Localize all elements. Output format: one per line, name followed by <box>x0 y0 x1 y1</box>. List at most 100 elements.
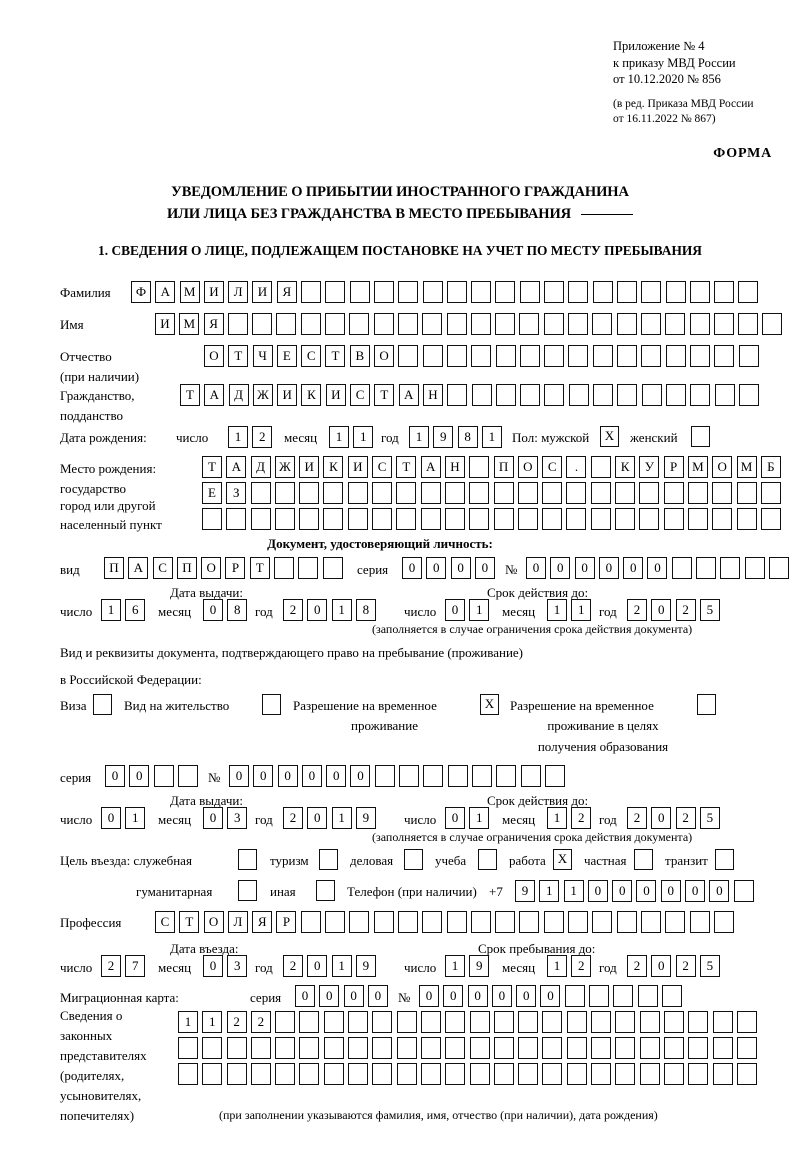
char-cell[interactable] <box>663 508 684 530</box>
char-cell[interactable]: М <box>179 281 200 303</box>
checkbox-purpose-tourism[interactable] <box>319 849 338 870</box>
char-cell[interactable] <box>690 384 711 406</box>
char-cell[interactable] <box>250 482 271 504</box>
char-cell[interactable]: П <box>104 557 124 579</box>
checkbox-purpose-service[interactable] <box>238 849 257 870</box>
char-cell[interactable] <box>615 1011 636 1033</box>
char-cell[interactable]: 9 <box>355 807 376 829</box>
char-cell[interactable] <box>325 313 346 335</box>
char-cell[interactable] <box>398 345 419 367</box>
char-cell[interactable] <box>542 482 563 504</box>
char-cell[interactable] <box>671 557 692 579</box>
char-cell[interactable] <box>640 911 661 933</box>
char-cell[interactable] <box>564 985 585 1007</box>
char-cell[interactable] <box>590 508 611 530</box>
char-cell[interactable]: А <box>128 557 149 579</box>
char-cell[interactable] <box>520 384 541 406</box>
char-cell[interactable] <box>714 281 735 303</box>
char-cell[interactable]: К <box>301 384 322 406</box>
checkbox-purpose-business[interactable] <box>404 849 423 870</box>
char-cell[interactable] <box>397 911 418 933</box>
char-cell[interactable] <box>592 345 613 367</box>
char-cell[interactable] <box>663 1011 684 1033</box>
char-cell[interactable]: 0 <box>540 985 561 1007</box>
char-cell[interactable]: 0 <box>612 880 633 902</box>
char-cell[interactable]: И <box>252 281 273 303</box>
char-cell[interactable]: С <box>155 911 175 933</box>
char-cell[interactable] <box>592 281 613 303</box>
char-cell[interactable]: 2 <box>571 807 592 829</box>
char-cell[interactable]: Д <box>250 456 271 478</box>
char-cell[interactable] <box>495 313 516 335</box>
char-cell[interactable]: 1 <box>353 426 374 448</box>
char-cell[interactable] <box>495 345 516 367</box>
char-cell[interactable] <box>275 1037 296 1059</box>
char-cell[interactable] <box>687 482 708 504</box>
char-cell[interactable] <box>177 765 198 787</box>
char-cell[interactable]: Л <box>227 911 248 933</box>
char-cell[interactable] <box>617 345 638 367</box>
char-cell[interactable] <box>518 1011 539 1033</box>
char-cell[interactable] <box>493 1063 514 1085</box>
char-cell[interactable] <box>323 1011 344 1033</box>
char-cell[interactable] <box>470 911 491 933</box>
char-cell[interactable] <box>469 482 490 504</box>
char-cell[interactable]: А <box>398 384 419 406</box>
char-cell[interactable]: И <box>155 313 175 335</box>
char-cell[interactable] <box>519 313 540 335</box>
char-cell[interactable] <box>590 482 611 504</box>
char-cell[interactable] <box>713 313 734 335</box>
char-cell[interactable]: 0 <box>229 765 249 787</box>
char-cell[interactable] <box>325 911 346 933</box>
char-cell[interactable] <box>665 911 686 933</box>
char-cell[interactable]: 0 <box>301 765 322 787</box>
char-cell[interactable] <box>374 765 395 787</box>
char-cell[interactable]: 2 <box>675 955 696 977</box>
char-cell[interactable]: 0 <box>105 765 125 787</box>
char-cell[interactable]: Р <box>663 456 684 478</box>
char-cell[interactable] <box>687 508 708 530</box>
char-cell[interactable]: Т <box>179 911 200 933</box>
char-cell[interactable]: 1 <box>125 807 146 829</box>
checkbox-purpose-other[interactable] <box>316 880 335 901</box>
char-cell[interactable] <box>227 313 248 335</box>
char-cell[interactable] <box>543 911 564 933</box>
char-cell[interactable]: 8 <box>227 599 248 621</box>
char-cell[interactable] <box>762 313 783 335</box>
char-cell[interactable]: М <box>179 313 200 335</box>
char-cell[interactable]: К <box>615 456 636 478</box>
char-cell[interactable] <box>469 1011 490 1033</box>
char-cell[interactable] <box>617 384 638 406</box>
char-cell[interactable] <box>736 1063 757 1085</box>
char-cell[interactable]: Т <box>374 384 395 406</box>
char-cell[interactable]: 2 <box>283 599 303 621</box>
char-cell[interactable] <box>591 1037 612 1059</box>
char-cell[interactable] <box>639 1011 660 1033</box>
char-cell[interactable] <box>372 482 393 504</box>
char-cell[interactable]: И <box>277 384 298 406</box>
char-cell[interactable] <box>420 482 441 504</box>
char-cell[interactable]: Т <box>180 384 200 406</box>
char-cell[interactable] <box>323 1063 344 1085</box>
char-cell[interactable] <box>444 508 465 530</box>
char-cell[interactable] <box>274 482 295 504</box>
char-cell[interactable] <box>736 1011 757 1033</box>
char-cell[interactable]: С <box>152 557 173 579</box>
char-cell[interactable]: 0 <box>474 557 495 579</box>
char-cell[interactable]: 1 <box>539 880 560 902</box>
char-cell[interactable] <box>471 384 492 406</box>
char-cell[interactable]: Е <box>202 482 222 504</box>
char-cell[interactable]: Б <box>760 456 781 478</box>
char-cell[interactable]: Ф <box>131 281 151 303</box>
char-cell[interactable] <box>568 911 589 933</box>
char-cell[interactable]: 2 <box>627 599 647 621</box>
char-cell[interactable] <box>615 1037 636 1059</box>
char-cell[interactable] <box>299 1063 320 1085</box>
char-cell[interactable]: 2 <box>571 955 592 977</box>
char-cell[interactable] <box>733 880 754 902</box>
char-cell[interactable]: 0 <box>651 807 672 829</box>
char-cell[interactable] <box>422 313 443 335</box>
char-cell[interactable] <box>495 384 516 406</box>
char-cell[interactable]: У <box>639 456 660 478</box>
char-cell[interactable]: Ж <box>252 384 273 406</box>
